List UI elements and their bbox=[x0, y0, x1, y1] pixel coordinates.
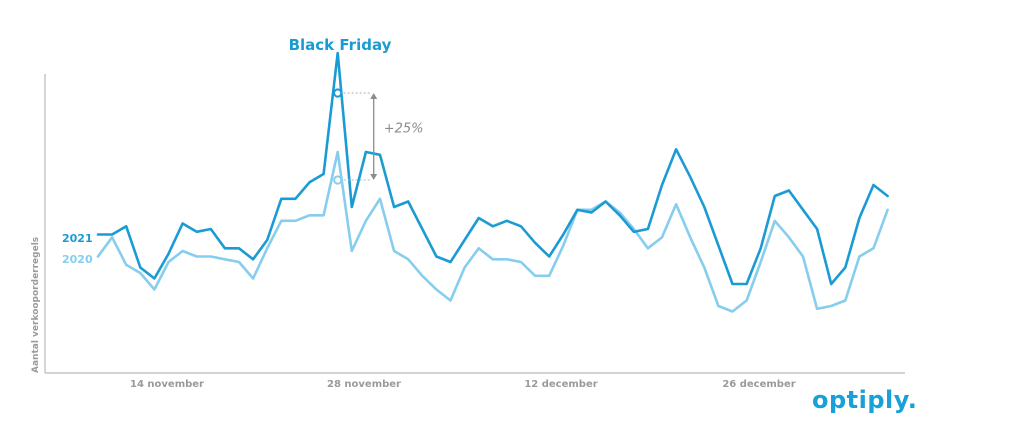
x-tick-label: 26 december bbox=[722, 379, 795, 390]
arrow-head-up bbox=[370, 93, 378, 99]
legend-2021: 2021 bbox=[62, 232, 93, 245]
annotation-black-friday: Black Friday bbox=[289, 36, 392, 54]
x-tick-label: 12 december bbox=[524, 379, 597, 390]
y-axis-label: Aantal verkooporderregels bbox=[31, 237, 41, 373]
peak-marker-2021 bbox=[333, 88, 343, 98]
x-tick-label: 28 november bbox=[327, 379, 401, 390]
series-line-2020 bbox=[96, 150, 889, 313]
peak-marker-2020 bbox=[333, 175, 343, 185]
series-line-2021 bbox=[96, 51, 889, 286]
legend-2020: 2020 bbox=[62, 253, 93, 266]
optiply-logo: optiply. bbox=[812, 386, 918, 414]
x-tick-label: 14 november bbox=[130, 379, 204, 390]
annotation-delta-label: +25% bbox=[384, 122, 424, 137]
arrow-head-down bbox=[370, 174, 378, 180]
